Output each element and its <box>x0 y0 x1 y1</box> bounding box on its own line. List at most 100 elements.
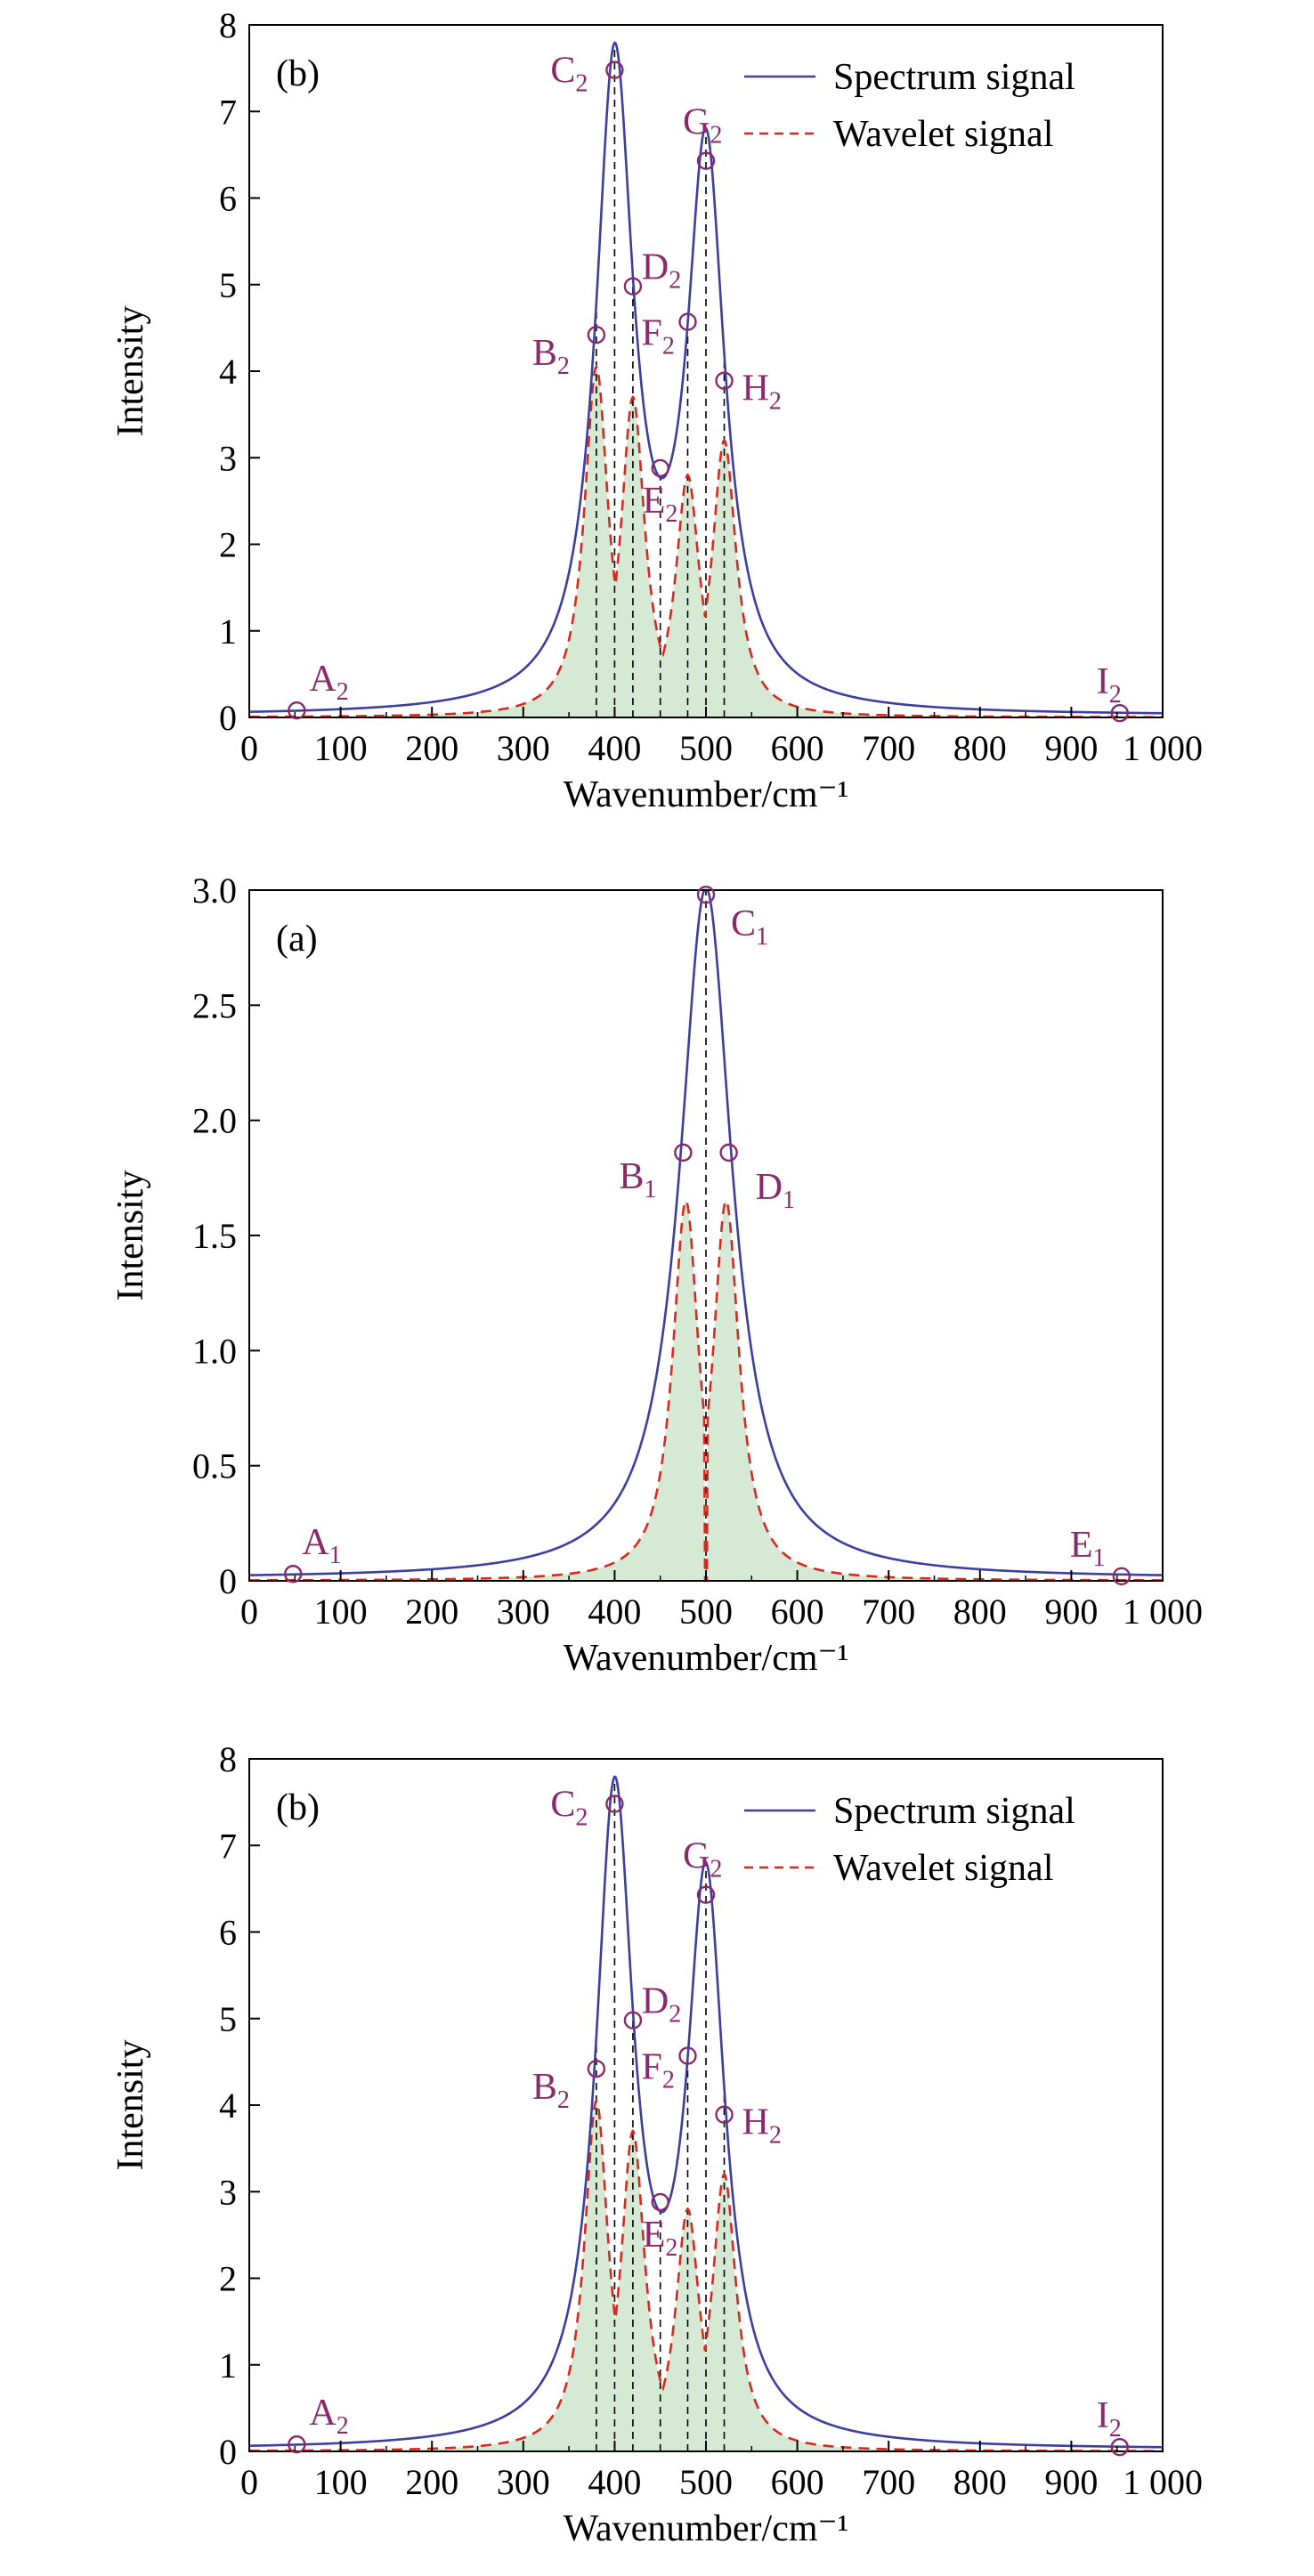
x-tick-label: 0 <box>240 1592 258 1632</box>
point-label: H2 <box>742 2102 782 2150</box>
marked-point <box>1112 1567 1132 1586</box>
y-tick-label: 0 <box>219 1561 237 1601</box>
legend-entry: Wavelet signal <box>833 1848 1053 1889</box>
x-tick-label: 800 <box>953 728 1007 768</box>
point-label: A1 <box>302 1522 341 1569</box>
point-label: H2 <box>742 369 782 416</box>
marked-point <box>288 701 306 720</box>
y-tick-label: 8 <box>219 1739 237 1779</box>
marked-point <box>284 1565 303 1584</box>
x-tick-label: 900 <box>1044 1592 1098 1632</box>
marked-point <box>715 2105 734 2124</box>
point-label: B1 <box>619 1156 656 1203</box>
marked-point <box>678 312 697 331</box>
point-label: B2 <box>532 333 570 380</box>
marked-point <box>719 1143 738 1162</box>
y-tick-label: 8 <box>219 5 237 45</box>
x-tick-label: 200 <box>405 2462 458 2502</box>
y-tick-label: 2.0 <box>192 1101 237 1141</box>
y-tick-label: 3.0 <box>192 871 237 911</box>
panel-label: (b) <box>276 53 320 94</box>
point-label: F2 <box>641 2047 674 2094</box>
marked-point <box>678 2046 697 2065</box>
x-tick-label: 900 <box>1044 728 1098 768</box>
legend-entry: Wavelet signal <box>833 114 1053 155</box>
point-label: D2 <box>642 1981 681 2029</box>
point-label: D2 <box>642 247 681 295</box>
panel-label: (a) <box>276 919 318 960</box>
x-tick-label: 700 <box>862 2462 915 2502</box>
y-tick-label: 2 <box>219 525 237 565</box>
point-label: C2 <box>550 51 588 98</box>
marked-point <box>288 2435 306 2454</box>
spectrum-signal-line <box>248 41 1164 715</box>
marked-point <box>674 1143 693 1162</box>
wavelet-fill-area <box>249 2101 1163 2451</box>
x-tick-label: 1 000 <box>1123 2462 1203 2502</box>
x-tick-label: 200 <box>405 728 458 768</box>
point-label: B2 <box>532 2067 570 2114</box>
x-tick-label: 800 <box>953 1592 1007 1632</box>
marked-point <box>587 325 606 344</box>
y-tick-label: 5 <box>219 265 237 305</box>
x-tick-label: 600 <box>771 2462 824 2502</box>
marked-point <box>715 371 734 390</box>
point-label: I2 <box>1097 2395 1122 2442</box>
chart-panel-2: 0 100 200 300 400 500 600 700 800 900 1 000 0 0.5 1.0… <box>110 871 1203 1679</box>
x-tick-label: 600 <box>771 1592 824 1632</box>
point-label: C1 <box>731 903 768 951</box>
point-label: C2 <box>550 1785 588 1832</box>
x-tick-label: 400 <box>588 2462 641 2502</box>
y-tick-label: 0.5 <box>192 1446 237 1486</box>
y-tick-label: 7 <box>219 92 237 132</box>
point-label: A2 <box>309 659 348 706</box>
x-tick-label: 100 <box>314 2462 368 2502</box>
x-tick-label: 500 <box>679 1592 733 1632</box>
x-tick-label: 800 <box>953 2462 1007 2502</box>
marked-point <box>623 277 643 296</box>
x-tick-label: 700 <box>862 728 915 768</box>
marked-point <box>605 1794 624 1813</box>
y-tick-label: 4 <box>219 352 237 392</box>
x-tick-label: 300 <box>497 728 550 768</box>
marked-point <box>587 2059 606 2078</box>
y-tick-label: 7 <box>219 1826 237 1866</box>
legend-entry: Spectrum signal <box>833 1791 1075 1832</box>
point-label: D1 <box>756 1167 795 1214</box>
marked-point <box>651 458 669 478</box>
point-label: E2 <box>643 2215 678 2262</box>
marked-point <box>1110 2437 1129 2457</box>
x-tick-label: 1 000 <box>1123 1592 1203 1632</box>
y-axis-label: Intensity <box>110 306 151 437</box>
marked-point <box>696 151 716 170</box>
y-axis-label: Intensity <box>110 2040 151 2171</box>
y-tick-label: 3 <box>219 2172 237 2212</box>
marked-point <box>696 1885 716 1904</box>
x-tick-label: 900 <box>1044 2462 1098 2502</box>
y-tick-label: 0 <box>219 2432 237 2472</box>
x-tick-label: 0 <box>240 2462 258 2502</box>
x-tick-label: 1 000 <box>1123 728 1203 768</box>
x-tick-label: 300 <box>497 1592 550 1632</box>
point-label: E1 <box>1070 1525 1106 1572</box>
y-axis-label: Intensity <box>110 1171 151 1301</box>
x-tick-label: 400 <box>588 728 641 768</box>
x-tick-label: 400 <box>588 1592 641 1632</box>
point-label: I2 <box>1097 661 1122 709</box>
x-tick-label: 500 <box>679 2462 733 2502</box>
x-tick-label: 200 <box>405 1592 458 1632</box>
y-tick-label: 1.5 <box>192 1216 237 1256</box>
chart-panel-3: 0 100 200 300 400 500 600 700 800 900 1 000 0 1 2 3 4 5 6… <box>110 1739 1203 2549</box>
marked-point <box>605 61 624 79</box>
x-axis-label: Wavenumber/cm⁻¹ <box>564 2508 849 2549</box>
x-axis-label: Wavenumber/cm⁻¹ <box>564 774 849 815</box>
panel-label: (b) <box>276 1787 320 1828</box>
y-tick-label: 5 <box>219 1999 237 2039</box>
point-label: G2 <box>683 102 722 150</box>
x-tick-label: 100 <box>314 728 368 768</box>
point-label: E2 <box>643 481 678 528</box>
wavelet-fill-area <box>249 367 1163 717</box>
marked-point <box>1110 703 1129 723</box>
marked-point <box>651 2192 669 2212</box>
